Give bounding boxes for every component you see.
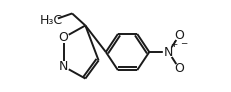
Text: N: N (164, 46, 173, 59)
Text: O: O (59, 31, 69, 44)
Circle shape (59, 62, 68, 71)
Circle shape (59, 33, 68, 42)
Circle shape (164, 47, 174, 57)
Text: −: − (181, 38, 188, 47)
Text: H₃C: H₃C (40, 14, 63, 27)
Text: O: O (174, 62, 184, 75)
Text: +: + (170, 40, 177, 49)
Circle shape (46, 15, 58, 27)
Text: N: N (59, 60, 68, 73)
Text: O: O (174, 29, 184, 42)
Circle shape (175, 31, 184, 39)
Circle shape (175, 65, 184, 73)
